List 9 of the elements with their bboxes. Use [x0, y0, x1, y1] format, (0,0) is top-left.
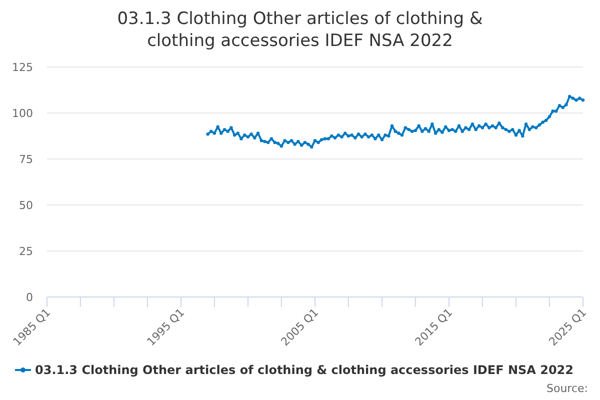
y-tick-label: 100: [12, 107, 33, 120]
y-tick-label: 75: [19, 153, 33, 166]
source-note: Source:: [546, 382, 588, 395]
y-tick-label: 125: [12, 61, 33, 74]
y-tick-label: 50: [19, 199, 33, 212]
chart-title: 03.1.3 Clothing Other articles of clothing & clothing accessories IDEF NSA 2022: [117, 9, 483, 51]
y-tick-label: 0: [26, 291, 33, 304]
legend-label: 03.1.3 Clothing Other articles of clothing & clothing accessories IDEF NSA 2022: [35, 363, 574, 377]
y-tick-label: 25: [19, 245, 33, 258]
